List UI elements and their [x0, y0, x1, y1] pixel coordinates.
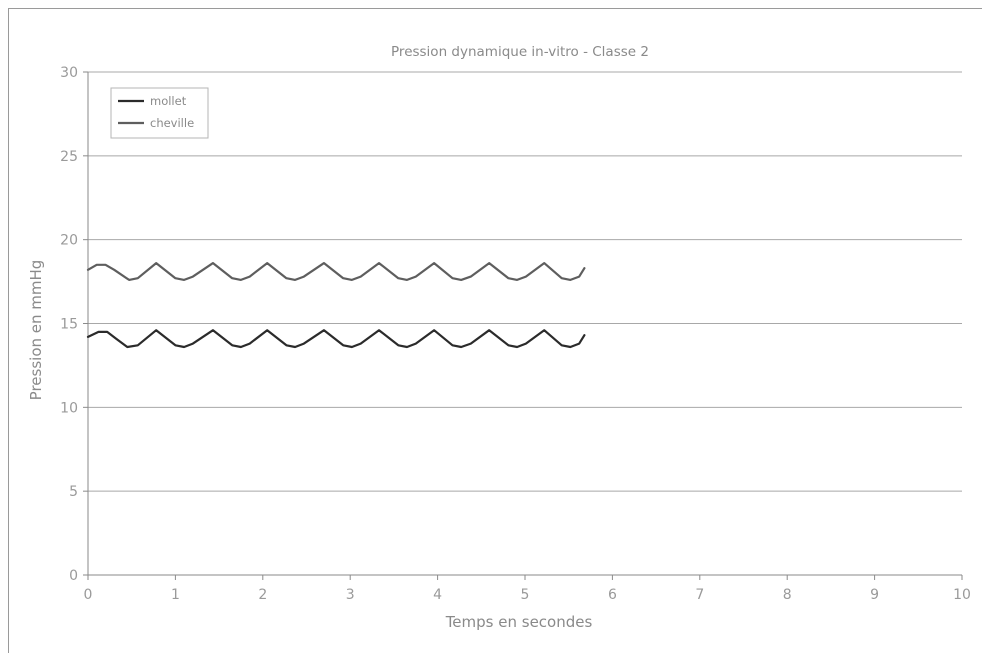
x-tick-label-3: 3	[346, 587, 355, 603]
grid-lines	[88, 71, 962, 492]
y-tick-label-25: 25	[60, 149, 78, 165]
x-ticks: 0 1 2 3 4 5 6 7 8 9 10	[84, 575, 971, 603]
y-tick-label-10: 10	[60, 400, 78, 416]
y-axis-title: Pression en mmHg	[27, 260, 45, 401]
legend-label-cheville: cheville	[150, 116, 194, 130]
series-line-cheville	[86, 262, 586, 281]
x-tick-label-1: 1	[171, 587, 180, 603]
x-tick-label-5: 5	[521, 587, 530, 603]
series-lines	[86, 262, 586, 349]
series-line-mollet	[86, 329, 586, 349]
legend-box	[110, 87, 209, 139]
y-tick-label-30: 30	[60, 65, 78, 81]
x-tick-label-8: 8	[783, 587, 792, 603]
y-ticks: 0 5 10 15 20 25 30	[60, 65, 88, 584]
chart-frame	[8, 8, 982, 653]
x-tick-label-7: 7	[695, 587, 704, 603]
x-tick-label-0: 0	[84, 587, 93, 603]
chart-title: Pression dynamique in-vitro - Classe 2	[391, 44, 649, 60]
legend: mollet cheville	[110, 87, 209, 139]
y-tick-label-15: 15	[60, 317, 78, 333]
y-tick-label-20: 20	[60, 233, 78, 249]
x-axis-title: Temps en secondes	[445, 613, 593, 631]
x-tick-label-2: 2	[258, 587, 267, 603]
legend-label-mollet: mollet	[150, 94, 187, 108]
y-tick-label-5: 5	[69, 484, 78, 500]
x-tick-label-4: 4	[433, 587, 442, 603]
x-tick-label-10: 10	[953, 587, 971, 603]
y-tick-label-0: 0	[69, 568, 78, 584]
x-tick-label-9: 9	[870, 587, 879, 603]
x-tick-label-6: 6	[608, 587, 617, 603]
